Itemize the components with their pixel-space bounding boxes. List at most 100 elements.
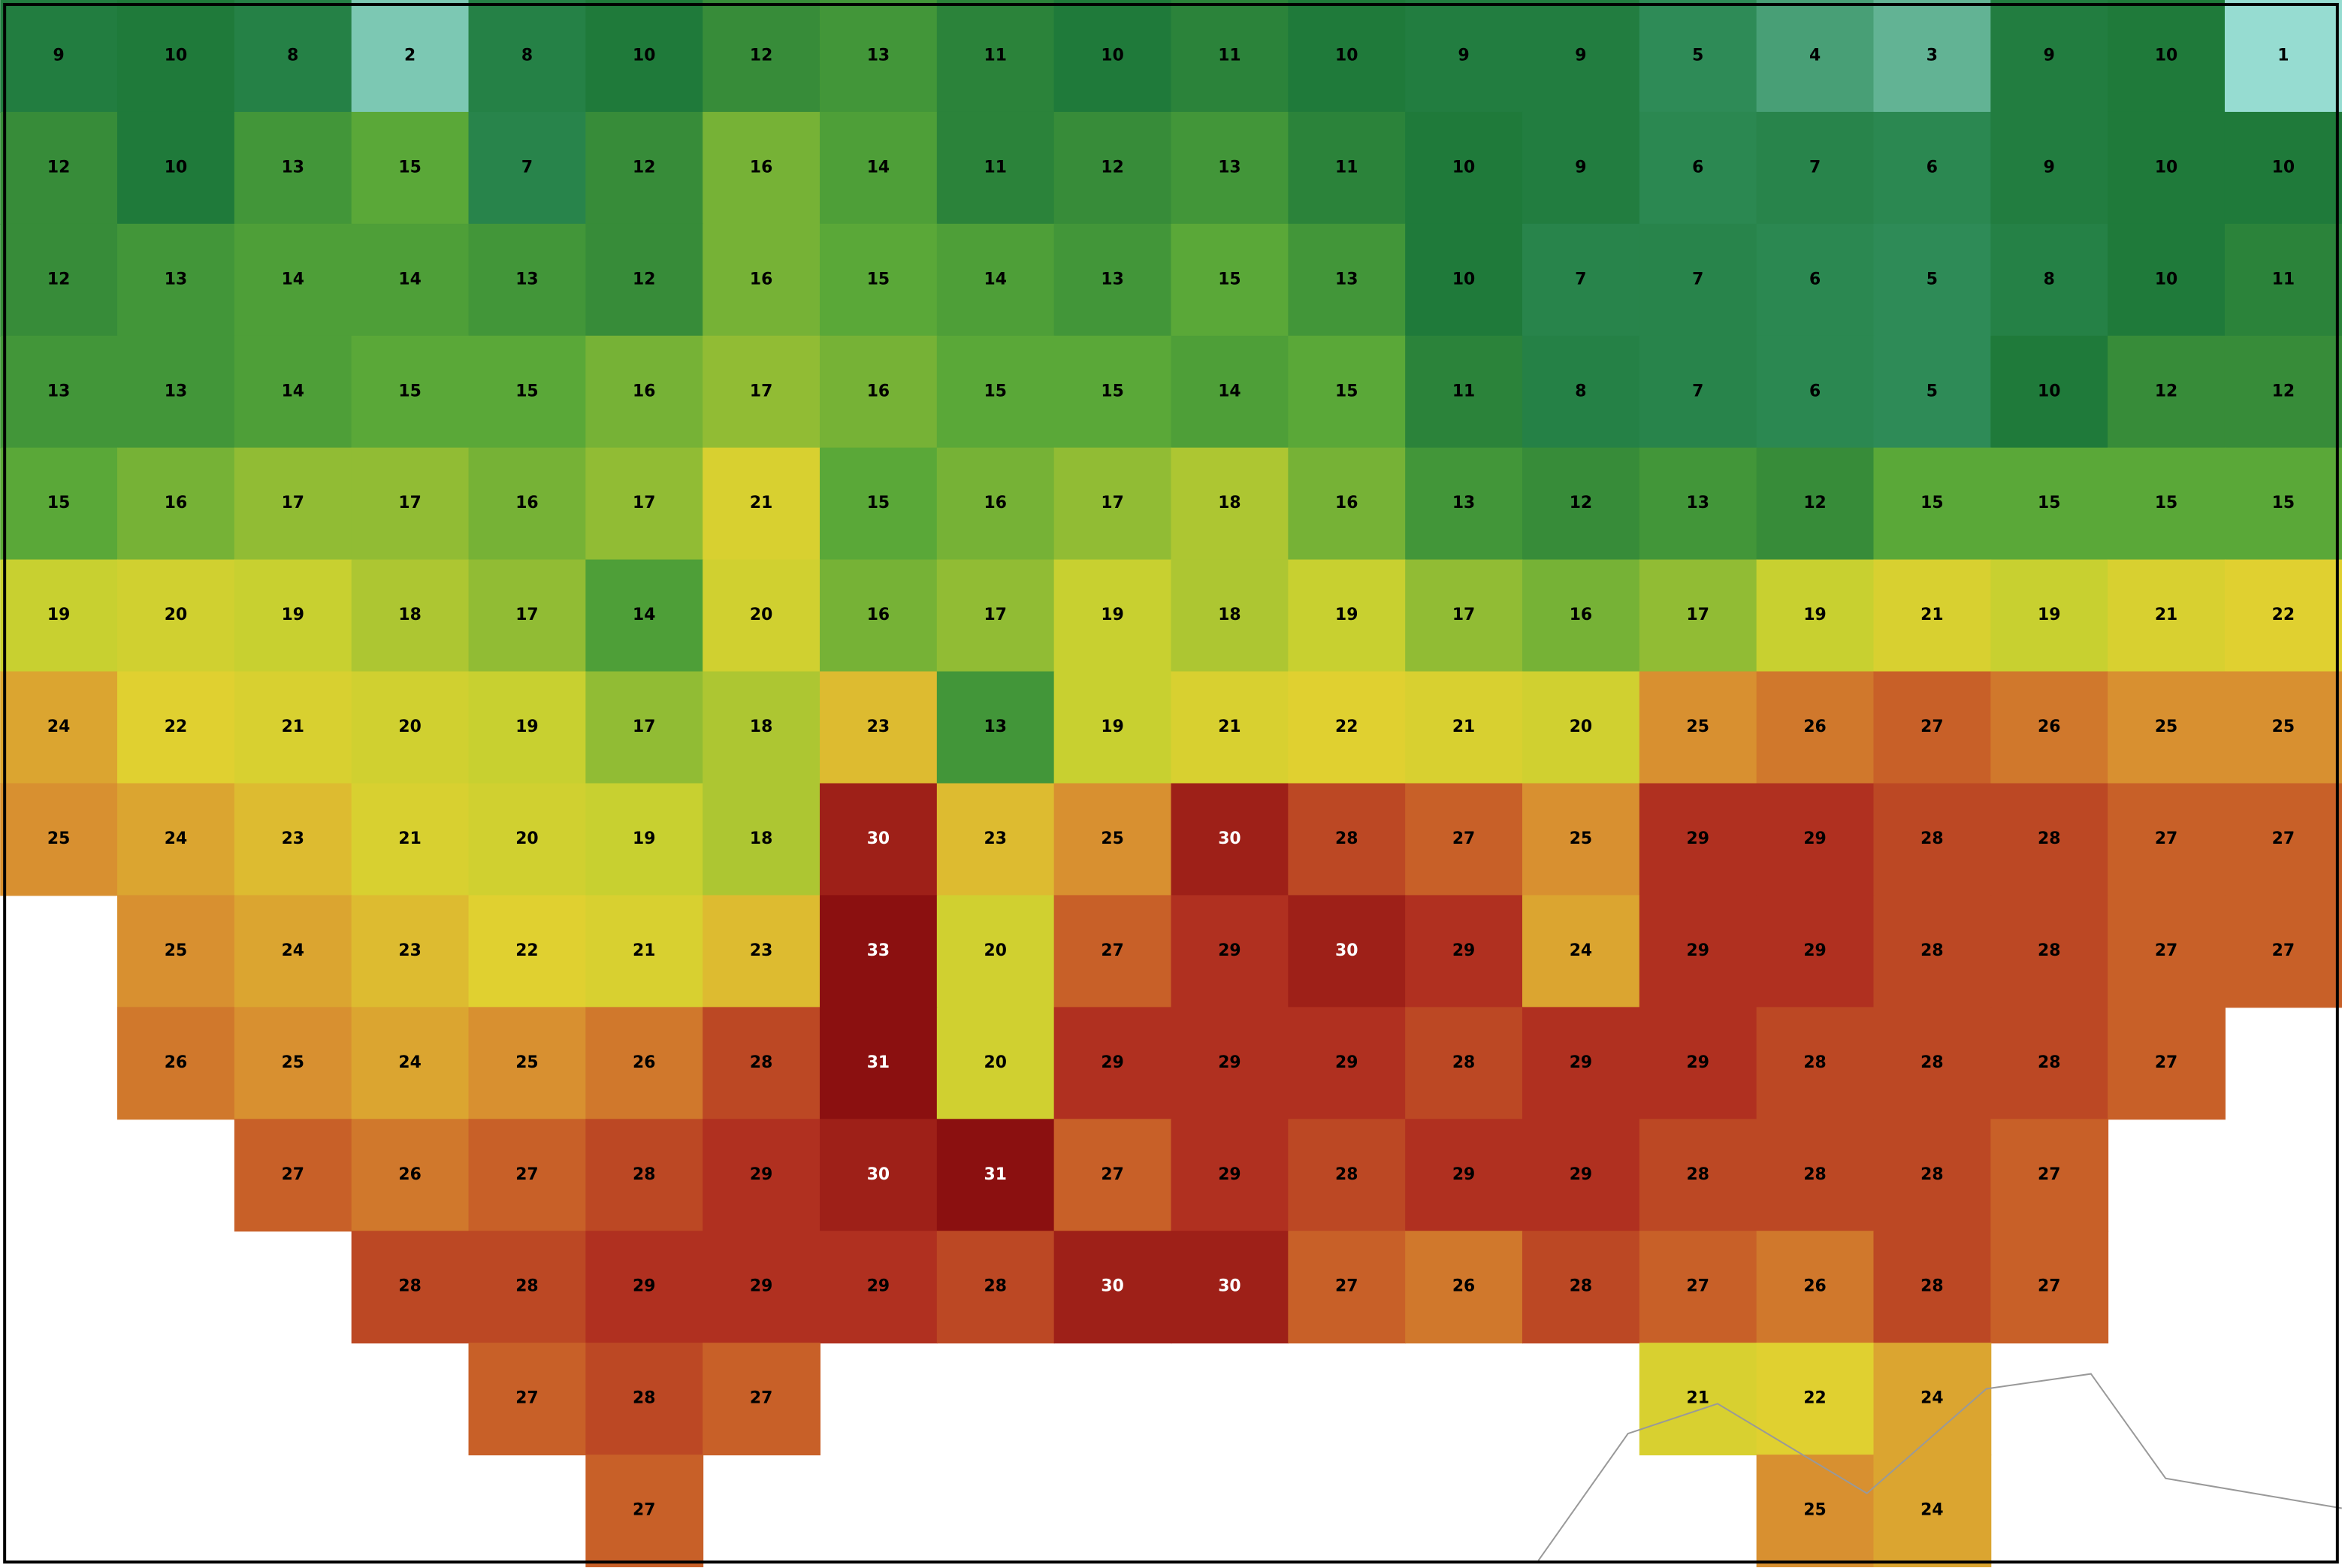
temperature-label: 17 — [1101, 494, 1123, 512]
temperature-cell — [1288, 559, 1407, 672]
temperature-cell — [1639, 1343, 1757, 1456]
temperature-cell — [585, 895, 704, 1008]
temperature-cell — [1990, 895, 2109, 1008]
temperature-cell — [1990, 1007, 2109, 1120]
temperature-cell — [1639, 1007, 1757, 1120]
temperature-label: 14 — [984, 270, 1007, 289]
temperature-label: 14 — [282, 382, 304, 400]
temperature-cell — [1756, 1455, 1875, 1568]
temperature-label: 17 — [282, 494, 304, 512]
temperature-label: 23 — [398, 941, 421, 960]
temperature-label: 15 — [2155, 494, 2177, 512]
temperature-cell — [0, 671, 119, 784]
temperature-label: 7 — [1692, 270, 1703, 289]
temperature-label: 16 — [984, 494, 1007, 512]
temperature-cell — [585, 671, 704, 784]
temperature-cell — [1873, 895, 1992, 1008]
temperature-cell — [1873, 1455, 1992, 1568]
temperature-label: 29 — [750, 1165, 772, 1184]
temperature-cell — [1873, 559, 1992, 672]
temperature-label: 21 — [1920, 606, 1943, 624]
map-frame — [3, 2, 2339, 1564]
temperature-label: 27 — [1452, 829, 1475, 848]
temperature-cell — [1171, 223, 1289, 337]
temperature-cell — [1288, 783, 1407, 896]
temperature-cell — [0, 335, 119, 449]
temperature-cell — [585, 335, 704, 449]
temperature-cell — [1522, 0, 1640, 113]
temperature-label: 15 — [2272, 494, 2295, 512]
temperature-cell — [585, 111, 704, 225]
temperature-label: 29 — [867, 1277, 890, 1296]
temperature-cell — [1522, 895, 1640, 1008]
temperature-cell — [1288, 671, 1407, 784]
temperature-cell — [1756, 783, 1875, 896]
temperature-cell — [1639, 335, 1757, 449]
temperature-label: 7 — [1692, 382, 1703, 400]
temperature-label: 28 — [1803, 1165, 1826, 1184]
temperature-label: 28 — [1687, 1165, 1709, 1184]
temperature-cell — [936, 559, 1055, 672]
temperature-label: 14 — [633, 606, 655, 624]
temperature-label: 13 — [984, 718, 1007, 736]
temperature-label: 17 — [633, 494, 655, 512]
temperature-cell — [2108, 447, 2226, 560]
temperature-cell — [585, 1343, 704, 1456]
temperature-label: 28 — [984, 1277, 1007, 1296]
temperature-label: 15 — [515, 382, 538, 400]
temperature-label: 28 — [750, 1053, 772, 1072]
temperature-label: 24 — [47, 718, 70, 736]
temperature-cell — [2108, 783, 2226, 896]
temperature-cell — [1522, 671, 1640, 784]
temperature-label: 25 — [47, 829, 70, 848]
temperature-cell — [1990, 223, 2109, 337]
temperature-label: 31 — [867, 1053, 890, 1072]
temperature-cell — [234, 335, 352, 449]
temperature-cell — [1756, 1119, 1875, 1232]
temperature-cell — [351, 783, 470, 896]
temperature-label: 28 — [633, 1165, 655, 1184]
temperature-cell — [1522, 783, 1640, 896]
temperature-label: 27 — [2272, 829, 2295, 848]
temperature-label: 13 — [165, 270, 187, 289]
temperature-cell — [703, 111, 821, 225]
temperature-cell — [585, 1007, 704, 1120]
temperature-cell — [1756, 111, 1875, 225]
temperature-cell — [351, 1007, 470, 1120]
temperature-label: 4 — [1809, 46, 1821, 65]
temperature-label: 2 — [404, 46, 416, 65]
temperature-label: 25 — [2272, 718, 2295, 736]
temperature-label: 7 — [521, 158, 533, 177]
temperature-cell — [351, 1119, 470, 1232]
temperature-label: 7 — [1809, 158, 1821, 177]
temperature-cell — [1171, 1119, 1289, 1232]
temperature-label: 30 — [1101, 1277, 1123, 1296]
temperature-cell — [1288, 1119, 1407, 1232]
temperature-cell — [351, 111, 470, 225]
temperature-cell — [1522, 335, 1640, 449]
temperature-cell — [1053, 895, 1172, 1008]
temperature-cell — [936, 1119, 1055, 1232]
temperature-label: 17 — [1687, 606, 1709, 624]
temperature-cell — [1756, 1231, 1875, 1344]
temperature-cell — [1873, 671, 1992, 784]
temperature-label: 16 — [867, 382, 890, 400]
temperature-cell — [351, 0, 470, 113]
temperature-cell — [585, 447, 704, 560]
temperature-cell — [585, 1231, 704, 1344]
temperature-label: 30 — [867, 829, 890, 848]
temperature-label: 26 — [165, 1053, 187, 1072]
temperature-cell — [936, 783, 1055, 896]
temperature-cell — [703, 447, 821, 560]
temperature-label: 21 — [1218, 718, 1241, 736]
temperature-label: 28 — [2038, 941, 2060, 960]
temperature-label: 27 — [2038, 1165, 2060, 1184]
temperature-label: 12 — [750, 46, 772, 65]
temperature-label: 12 — [2272, 382, 2295, 400]
temperature-cell — [2108, 895, 2226, 1008]
temperature-label: 28 — [1452, 1053, 1475, 1072]
temperature-label: 24 — [1920, 1501, 1943, 1520]
temperature-cell — [0, 447, 119, 560]
temperature-cell — [0, 0, 119, 113]
